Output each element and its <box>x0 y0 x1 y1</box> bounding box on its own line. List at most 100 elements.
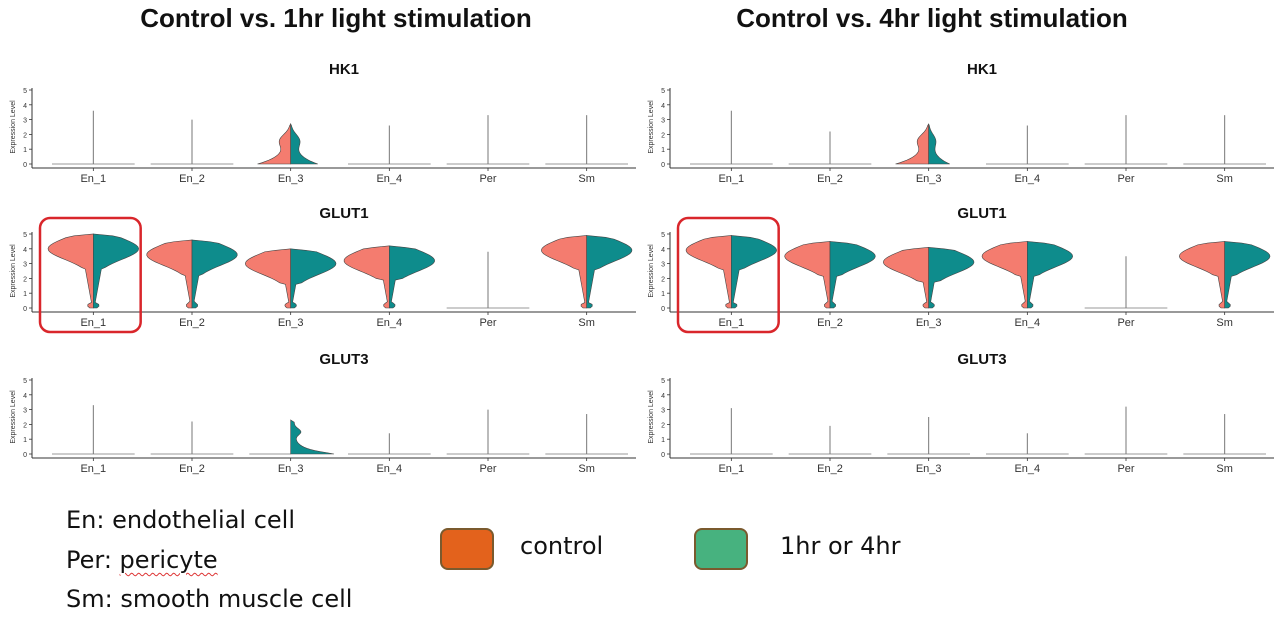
highlight-box <box>38 216 142 334</box>
violin-en_3: En_3 <box>245 248 337 329</box>
violin-en_4: En_4 <box>981 241 1073 329</box>
footnote-en: En: endothelial cell <box>66 506 295 534</box>
y-axis-title: Expression Level <box>10 244 17 298</box>
violin-en_4: En_4 <box>348 433 431 475</box>
violin-treatment-half <box>928 246 975 309</box>
footnote-en-prefix: En: <box>66 506 113 534</box>
y-axis-title: Expression Level <box>10 390 17 444</box>
violin-control-half <box>895 123 929 165</box>
footnote-sm-prefix: Sm: <box>66 585 121 613</box>
x-tick-label: En_1 <box>80 317 106 329</box>
y-tick-label: 4 <box>23 247 27 254</box>
y-tick-label: 3 <box>23 262 27 269</box>
violin-en_3: En_3 <box>883 246 975 329</box>
gene-title: HK1 <box>967 61 997 78</box>
y-axis-title: Expression Level <box>648 100 655 154</box>
violin-en_1: En_1 <box>676 216 780 334</box>
y-tick-label: 3 <box>661 262 665 269</box>
violin-control-half <box>883 246 929 309</box>
x-tick-label: Per <box>479 463 496 475</box>
y-tick-label: 4 <box>23 103 27 110</box>
violin-treatment-half <box>731 235 777 309</box>
plot-1-hk1: HK1 0 1 2 3 4 5 Expression Level En_1 En_2 En_3 En_… <box>10 61 636 185</box>
y-tick-label: 4 <box>661 393 665 400</box>
x-tick-label: Per <box>479 317 496 329</box>
x-tick-label: Sm <box>1216 173 1233 185</box>
x-tick-label: En_2 <box>817 173 843 185</box>
x-tick-label: En_2 <box>179 173 205 185</box>
violin-en_4: En_4 <box>348 125 431 185</box>
x-tick-label: En_3 <box>916 173 942 185</box>
violin-en_3: En_3 <box>257 122 318 185</box>
violin-control-half <box>146 239 193 309</box>
gene-title: GLUT1 <box>319 205 368 222</box>
plot-1-glut1: GLUT1 0 1 2 3 4 5 Expression Level En_1 En_2 En_3 E… <box>10 205 636 334</box>
y-tick-label: 0 <box>661 452 665 459</box>
y-tick-label: 2 <box>661 132 665 139</box>
y-tick-label: 1 <box>23 291 27 298</box>
violin-per: Per <box>1084 256 1168 329</box>
violin-en_1: En_1 <box>690 110 773 185</box>
gene-title: GLUT1 <box>957 205 1006 222</box>
x-tick-label: Per <box>1117 173 1134 185</box>
violin-en_1: En_1 <box>52 405 135 475</box>
x-tick-label: En_1 <box>80 463 106 475</box>
violin-en_1: En_1 <box>690 408 773 475</box>
violin-per: Per <box>446 115 530 185</box>
x-tick-label: En_4 <box>1014 173 1040 185</box>
gene-title: HK1 <box>329 61 359 78</box>
x-tick-label: En_4 <box>1014 463 1040 475</box>
x-tick-label: En_2 <box>179 463 205 475</box>
y-tick-label: 4 <box>661 103 665 110</box>
y-tick-label: 5 <box>23 88 27 95</box>
x-tick-label: En_1 <box>718 317 744 329</box>
y-tick-label: 5 <box>23 378 27 385</box>
violin-en_2: En_2 <box>146 239 238 329</box>
violin-per: Per <box>446 251 530 329</box>
y-tick-label: 5 <box>661 232 665 239</box>
y-tick-label: 5 <box>661 88 665 95</box>
y-tick-label: 1 <box>23 147 27 154</box>
legend-label-treatment: 1hr or 4hr <box>780 532 901 560</box>
violin-en_3: En_3 <box>887 417 970 475</box>
violin-treatment-half <box>290 122 318 165</box>
y-tick-label: 1 <box>661 291 665 298</box>
plots-group: HK1 0 1 2 3 4 5 Expression Level En_1 En_2 En_3 En_… <box>10 61 1274 475</box>
violin-sm: Sm <box>1183 115 1266 185</box>
x-tick-label: Per <box>1117 463 1134 475</box>
y-tick-label: 0 <box>23 452 27 459</box>
y-tick-label: 0 <box>661 162 665 169</box>
y-tick-label: 4 <box>661 247 665 254</box>
violin-sm: Sm <box>545 115 628 185</box>
y-tick-label: 2 <box>23 132 27 139</box>
violin-treatment-half <box>191 239 238 309</box>
violin-en_3: En_3 <box>895 123 950 185</box>
violin-sm: Sm <box>545 414 628 475</box>
violin-treatment-half <box>1224 241 1271 309</box>
footnote-per-prefix: Per: <box>66 546 120 574</box>
violin-en_3: En_3 <box>249 419 335 475</box>
violin-en_2: En_2 <box>784 241 876 329</box>
violin-per: Per <box>1084 115 1168 185</box>
violin-sm: Sm <box>541 235 633 329</box>
violin-sm: Sm <box>1179 241 1271 329</box>
y-tick-label: 3 <box>23 118 27 125</box>
x-tick-label: Per <box>479 173 496 185</box>
highlight-box <box>676 216 780 334</box>
y-tick-label: 3 <box>661 408 665 415</box>
y-tick-label: 5 <box>23 232 27 239</box>
y-tick-label: 1 <box>661 147 665 154</box>
footnote-en-text: endothelial cell <box>112 506 296 534</box>
y-tick-label: 3 <box>23 408 27 415</box>
violin-control-half <box>1179 241 1225 309</box>
plot-1-glut3: GLUT3 0 1 2 3 4 5 Expression Level En_1 En_2 En_3 E… <box>10 351 636 475</box>
violin-control-half <box>685 235 732 309</box>
x-tick-label: En_3 <box>916 463 942 475</box>
violin-control-half <box>343 245 390 309</box>
x-tick-label: En_3 <box>278 173 304 185</box>
gene-title: GLUT3 <box>319 351 368 368</box>
violin-en_4: En_4 <box>343 245 435 329</box>
violin-treatment-half <box>829 241 876 309</box>
x-tick-label: Sm <box>1216 463 1233 475</box>
plot-2-glut1: GLUT1 0 1 2 3 4 5 Expression Level En_1 En_2 En_3 E… <box>648 205 1274 334</box>
